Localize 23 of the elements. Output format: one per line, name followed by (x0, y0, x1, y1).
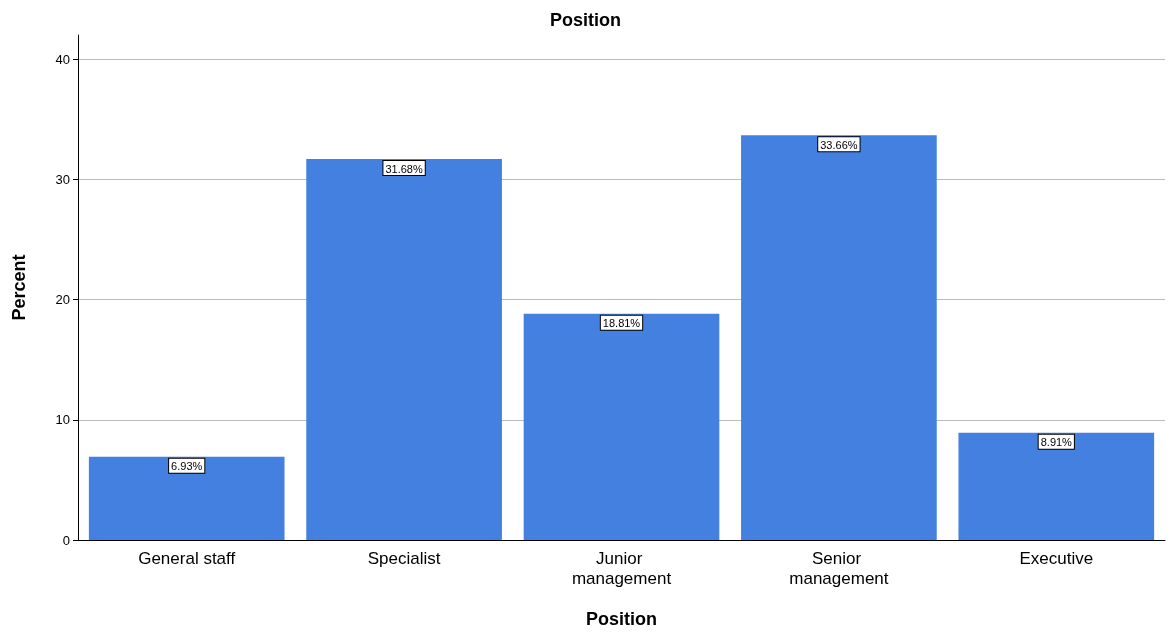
data-label: 31.68% (385, 162, 423, 175)
x-tick-label: Executive (1019, 548, 1094, 568)
x-axis-title: Position (586, 609, 657, 629)
bar (523, 313, 720, 540)
y-tick-label: 30 (55, 171, 70, 187)
bar (88, 456, 285, 540)
bar (306, 159, 502, 540)
y-tick-label: 0 (62, 532, 70, 548)
x-tick-label: General staff (138, 548, 236, 568)
x-tick-label: Junior management (571, 548, 672, 588)
bar (741, 135, 937, 540)
chart-title: Position (550, 10, 621, 30)
bar (958, 432, 1155, 540)
data-label: 8.91% (1040, 436, 1073, 449)
y-tick-label: 10 (55, 412, 70, 428)
y-axis-title: Percent (9, 254, 29, 321)
x-tick-label: Specialist (367, 548, 441, 568)
y-tick-label: 40 (55, 51, 70, 67)
data-label: 6.93% (171, 460, 203, 473)
y-tick-label: 20 (55, 292, 70, 308)
data-label: 18.81% (602, 317, 641, 330)
data-label: 33.66% (820, 138, 858, 151)
x-tick-label: Senior management (789, 548, 889, 588)
